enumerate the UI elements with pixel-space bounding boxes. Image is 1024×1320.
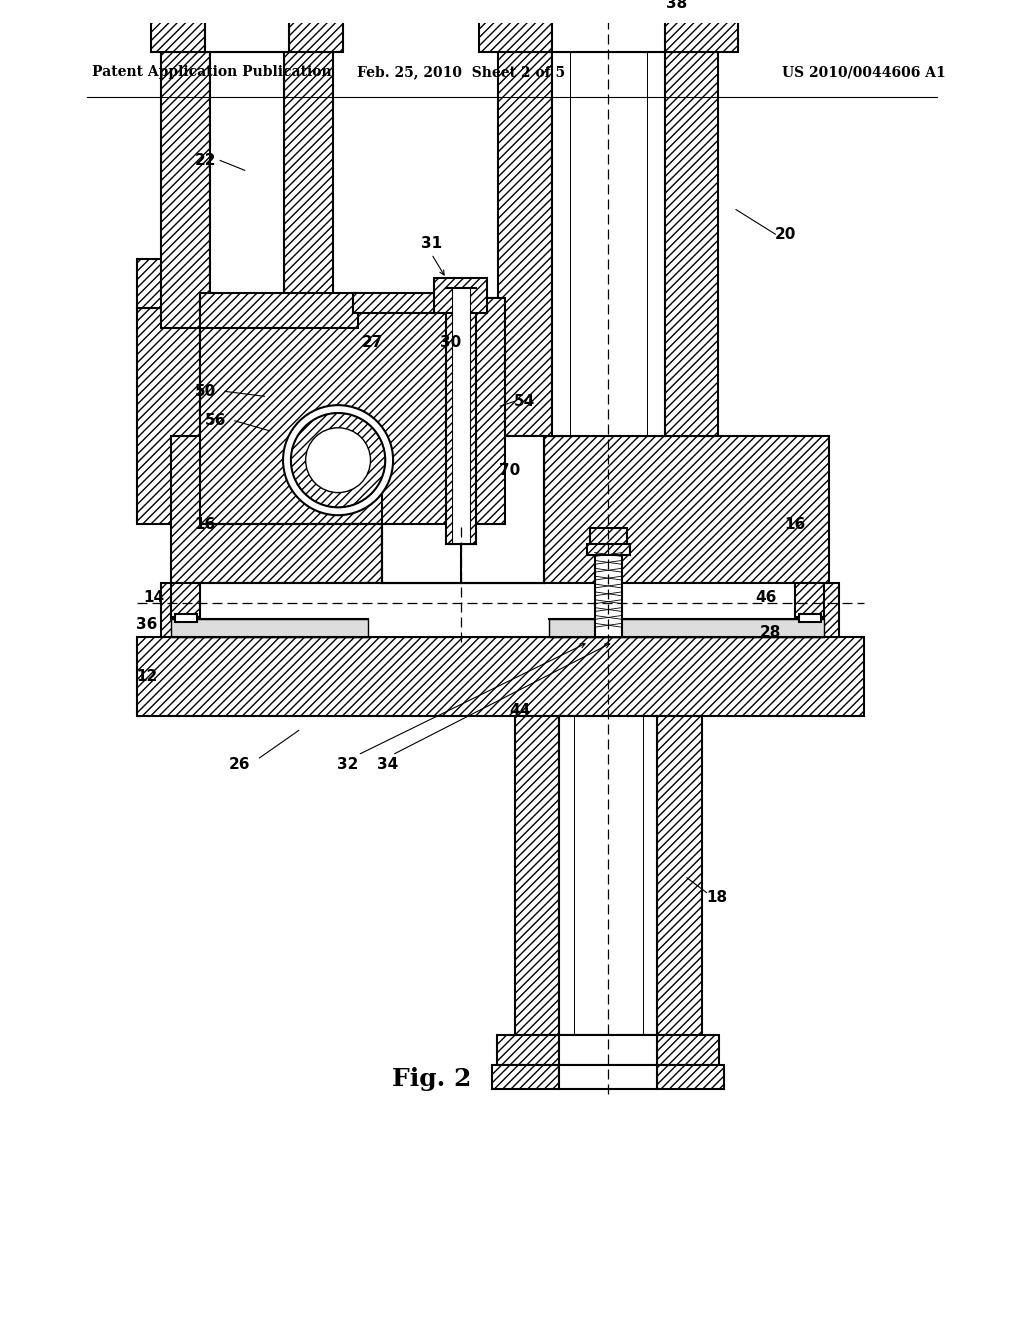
Text: 70: 70 bbox=[500, 462, 520, 478]
Bar bbox=[201, 293, 357, 327]
Bar bbox=[289, 18, 343, 53]
Bar bbox=[434, 279, 487, 313]
Bar bbox=[171, 583, 201, 618]
Text: US 2010/0044606 A1: US 2010/0044606 A1 bbox=[782, 65, 946, 79]
Bar bbox=[210, 53, 284, 327]
Bar bbox=[171, 436, 382, 583]
Text: Fig. 2: Fig. 2 bbox=[392, 1068, 471, 1092]
Bar bbox=[353, 298, 461, 436]
Bar bbox=[799, 614, 820, 622]
Bar bbox=[478, 18, 552, 53]
Bar bbox=[461, 298, 559, 436]
Bar bbox=[185, 583, 815, 638]
Bar bbox=[587, 544, 630, 556]
Bar bbox=[161, 583, 840, 638]
Bar bbox=[284, 53, 333, 327]
Bar bbox=[499, 53, 552, 436]
Bar bbox=[382, 436, 545, 583]
Text: 46: 46 bbox=[755, 590, 776, 606]
Bar bbox=[545, 436, 829, 583]
Bar bbox=[552, 0, 666, 18]
Bar bbox=[559, 1064, 657, 1089]
Text: 44: 44 bbox=[509, 704, 530, 718]
Text: 28: 28 bbox=[760, 624, 781, 640]
Bar bbox=[515, 715, 559, 1035]
Circle shape bbox=[305, 428, 371, 492]
Circle shape bbox=[291, 413, 385, 507]
Bar bbox=[141, 0, 206, 18]
Text: 12: 12 bbox=[136, 669, 157, 684]
Bar bbox=[559, 1035, 657, 1064]
Text: 16: 16 bbox=[784, 516, 806, 532]
Text: 18: 18 bbox=[706, 890, 727, 906]
Text: 38: 38 bbox=[667, 0, 688, 11]
Text: 27: 27 bbox=[361, 335, 383, 350]
Bar bbox=[559, 715, 657, 1035]
Bar bbox=[552, 18, 666, 53]
Text: 32: 32 bbox=[337, 758, 358, 772]
Bar bbox=[665, 53, 719, 436]
Bar bbox=[549, 619, 824, 638]
Bar bbox=[446, 288, 475, 544]
Text: 34: 34 bbox=[377, 758, 398, 772]
Bar bbox=[136, 638, 864, 715]
Bar bbox=[595, 539, 622, 638]
Bar bbox=[280, 0, 343, 18]
Bar bbox=[498, 1035, 559, 1064]
Text: 56: 56 bbox=[205, 413, 226, 429]
Text: Feb. 25, 2010  Sheet 2 of 5: Feb. 25, 2010 Sheet 2 of 5 bbox=[356, 65, 565, 79]
Text: Patent Application Publication: Patent Application Publication bbox=[92, 65, 332, 79]
Bar bbox=[171, 619, 368, 638]
Bar bbox=[452, 288, 470, 544]
Bar bbox=[353, 293, 461, 313]
Bar bbox=[657, 1035, 719, 1064]
Bar bbox=[206, 18, 289, 53]
Text: 50: 50 bbox=[195, 384, 216, 399]
Text: 22: 22 bbox=[195, 153, 216, 168]
Bar bbox=[136, 308, 206, 524]
Bar bbox=[657, 1064, 724, 1089]
Bar bbox=[552, 53, 666, 436]
Text: 31: 31 bbox=[421, 236, 442, 252]
Bar bbox=[206, 308, 353, 495]
Text: 20: 20 bbox=[774, 227, 796, 242]
Bar bbox=[665, 18, 738, 53]
Bar bbox=[657, 715, 701, 1035]
Bar bbox=[161, 53, 210, 327]
Bar bbox=[590, 528, 627, 545]
Bar bbox=[152, 18, 206, 53]
Bar bbox=[201, 298, 353, 436]
Bar bbox=[795, 583, 824, 618]
Text: 16: 16 bbox=[195, 516, 216, 532]
Bar bbox=[136, 259, 206, 308]
Bar bbox=[201, 298, 505, 524]
Bar bbox=[474, 0, 552, 18]
Text: 14: 14 bbox=[143, 590, 165, 606]
Text: 54: 54 bbox=[514, 393, 536, 409]
Bar bbox=[665, 0, 743, 18]
Text: 30: 30 bbox=[440, 335, 462, 350]
Bar bbox=[175, 614, 197, 622]
Bar bbox=[206, 0, 289, 18]
Text: 36: 36 bbox=[136, 616, 157, 632]
Text: 26: 26 bbox=[229, 758, 251, 772]
Bar bbox=[493, 1064, 559, 1089]
Circle shape bbox=[283, 405, 393, 515]
